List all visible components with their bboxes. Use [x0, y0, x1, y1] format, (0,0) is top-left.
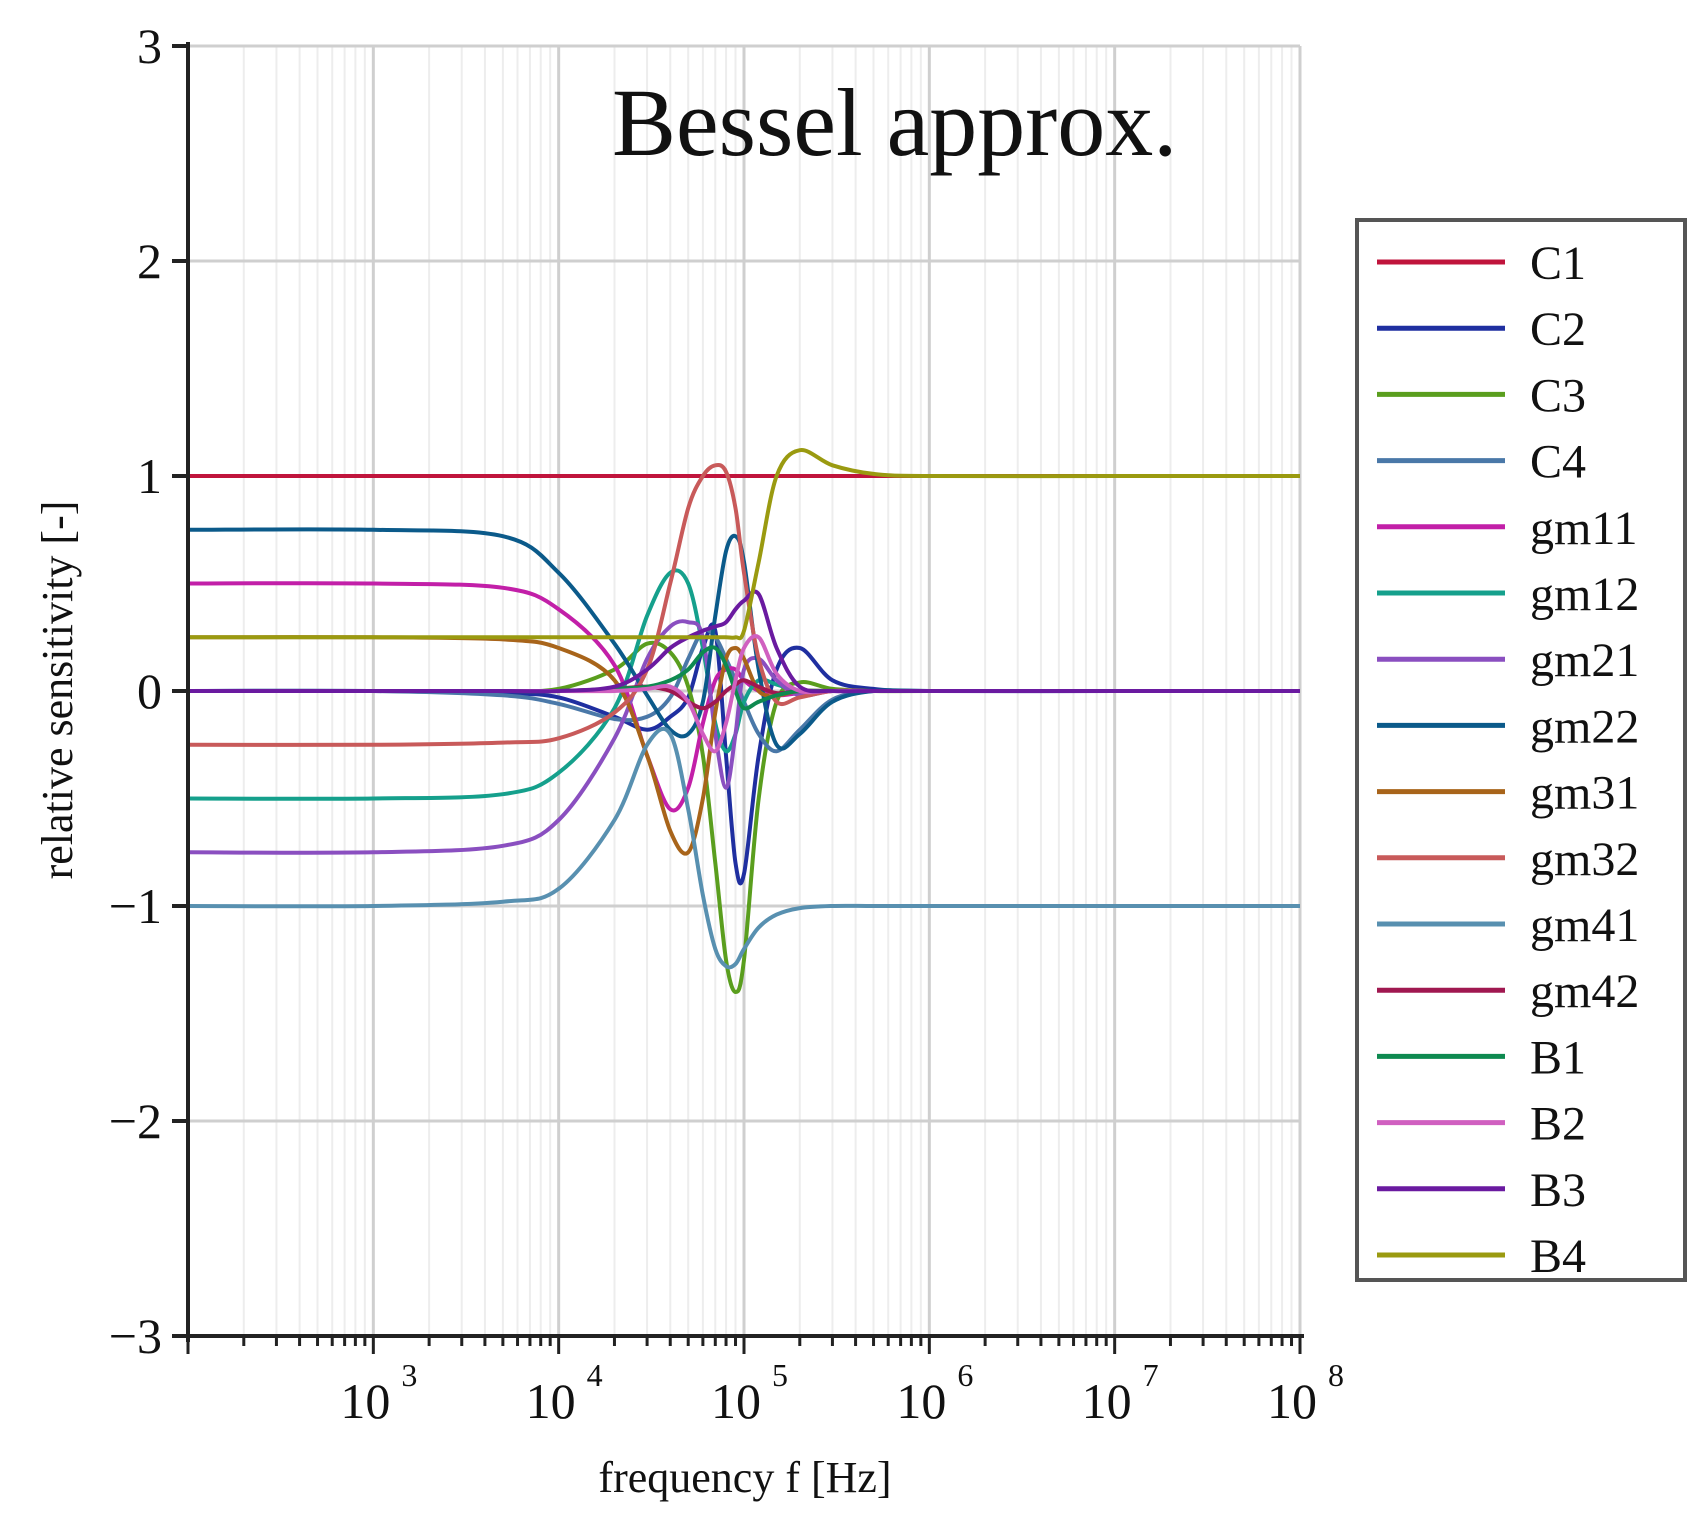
legend-label: B2 [1530, 1098, 1586, 1151]
series-lines [187, 448, 1300, 994]
x-tick-exponent: 6 [957, 1357, 973, 1393]
series-line-gm41 [187, 726, 1300, 970]
legend-label: C2 [1530, 303, 1586, 356]
y-tick-label: −2 [109, 1093, 162, 1149]
x-tick-base: 10 [340, 1373, 390, 1429]
x-tick-labels: 10 3 10 4 10 5 10 6 10 7 10 8 [340, 1357, 1344, 1429]
x-tick-label: 10 5 [711, 1357, 788, 1429]
legend-item-gm41: gm41 [1377, 899, 1639, 952]
x-tick-label: 10 4 [526, 1357, 603, 1429]
y-tick-label: 1 [137, 448, 162, 504]
series-line-b3 [188, 589, 1300, 694]
legend-label: gm42 [1530, 965, 1639, 1018]
legend-item-b3: B3 [1377, 1164, 1586, 1217]
legend-label: B1 [1530, 1031, 1586, 1084]
x-tick-label: 10 7 [1082, 1357, 1159, 1429]
legend-label: C4 [1530, 436, 1586, 489]
legend-label: B4 [1530, 1230, 1586, 1283]
legend-item-gm32: gm32 [1377, 833, 1639, 886]
legend-item-b1: B1 [1377, 1031, 1586, 1084]
legend-label: gm12 [1530, 568, 1639, 621]
legend: C1 C2 C3 C4 gm11 gm12 gm21 gm22 gm31 gm32 gm41 gm42… [1355, 218, 1687, 1283]
legend-items: C1 C2 C3 C4 gm11 gm12 gm21 gm22 gm31 gm32 gm41 gm42… [1377, 237, 1639, 1283]
legend-label: gm32 [1530, 833, 1639, 886]
legend-item-gm42: gm42 [1377, 965, 1639, 1018]
legend-label: gm31 [1530, 767, 1639, 820]
legend-label: C1 [1530, 237, 1586, 290]
y-tick-label: −1 [109, 878, 162, 934]
legend-label: B3 [1530, 1164, 1586, 1217]
x-tick-base: 10 [1082, 1373, 1132, 1429]
x-tick-exponent: 4 [587, 1357, 603, 1393]
y-tick-label: 3 [137, 18, 162, 74]
legend-item-c4: C4 [1377, 436, 1586, 489]
y-tick-label: 2 [137, 233, 162, 289]
chart-title: Bessel approx. [612, 69, 1177, 176]
x-tick-exponent: 3 [401, 1357, 417, 1393]
axes [172, 42, 1304, 1354]
x-tick-exponent: 7 [1143, 1357, 1159, 1393]
legend-item-b2: B2 [1377, 1098, 1586, 1151]
legend-item-gm31: gm31 [1377, 767, 1639, 820]
y-tick-label: −3 [109, 1308, 162, 1364]
x-tick-base: 10 [711, 1373, 761, 1429]
y-tick-labels: −3 −2 −1 0 1 2 3 [109, 18, 162, 1364]
x-tick-exponent: 8 [1328, 1357, 1344, 1393]
x-tick-base: 10 [1267, 1373, 1317, 1429]
legend-item-gm11: gm11 [1377, 502, 1638, 555]
series-line-b4 [188, 448, 1300, 641]
x-axis-title: frequency f [Hz] [598, 1453, 891, 1502]
y-axis-title: relative sensitivity [-] [33, 501, 82, 880]
legend-item-gm21: gm21 [1377, 634, 1639, 687]
legend-label: gm22 [1530, 700, 1639, 753]
legend-item-gm22: gm22 [1377, 700, 1639, 753]
legend-label: gm41 [1530, 899, 1639, 952]
legend-item-c3: C3 [1377, 369, 1586, 422]
legend-item-gm12: gm12 [1377, 568, 1639, 621]
legend-label: C3 [1530, 369, 1586, 422]
legend-item-b4: B4 [1377, 1230, 1586, 1283]
x-tick-label: 10 8 [1267, 1357, 1344, 1429]
legend-item-c1: C1 [1377, 237, 1586, 290]
legend-label: gm11 [1530, 502, 1638, 555]
x-tick-base: 10 [526, 1373, 576, 1429]
legend-label: gm21 [1530, 634, 1639, 687]
x-tick-exponent: 5 [772, 1357, 788, 1393]
y-tick-label: 0 [137, 663, 162, 719]
x-tick-label: 10 6 [896, 1357, 973, 1429]
legend-item-c2: C2 [1377, 303, 1586, 356]
x-tick-base: 10 [896, 1373, 946, 1429]
x-tick-label: 10 3 [340, 1357, 417, 1429]
